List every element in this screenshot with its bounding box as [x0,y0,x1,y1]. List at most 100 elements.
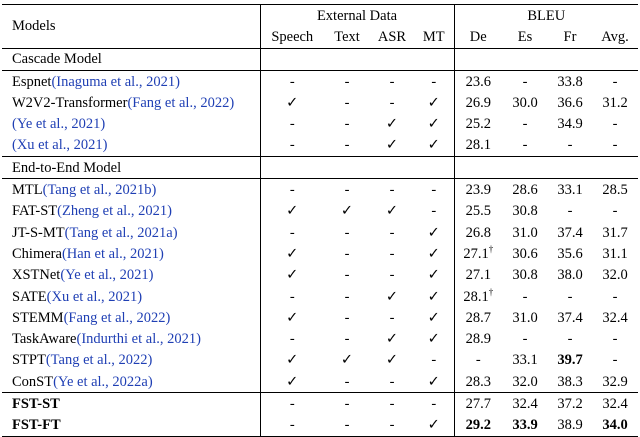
cell: - [289,116,295,133]
data-row: W2V2-Transformer(Fang et al., 2022) ✓ - - ✓ 2… [2,92,638,114]
citation: (Zheng et al., 2021) [57,203,172,220]
cell: - [567,331,573,348]
citation: (Tang et al., 2021a) [64,224,178,241]
citation: (Han et al., 2021) [61,245,164,262]
cell [260,47,324,71]
cell: 28.6 [502,178,548,201]
model-cell: Espnet(Inaguma et al., 2021) [2,69,261,93]
cell: - [389,267,395,284]
cell: - [344,224,350,241]
cell-value: 33.9 [512,417,538,434]
cell: 35.6 [557,245,583,262]
cell: 25.5 [465,203,491,220]
header-row: Models External Data BLEU [2,4,639,49]
citation: (Xu et al., 2021) [46,288,143,305]
cell: ✓ [340,203,354,220]
citation: (Indurthi et al., 2021) [76,331,201,348]
model-name: STEMM [12,309,64,326]
cell [414,156,455,179]
cell: - [567,288,573,305]
header-cell: Fr [563,28,577,45]
cell: - [344,373,350,390]
cell: ✓ [385,288,399,305]
cell: 38.0 [557,267,583,284]
cell: ✓ [385,116,399,133]
cell: ✓ [286,203,299,220]
cell: - [289,331,295,348]
cell: - [370,178,414,201]
header-cell: Text [334,28,360,45]
cell: - [389,224,395,241]
model-cell: Chimera(Han et al., 2021) [2,243,261,265]
cell: - [260,392,324,415]
cell: - [260,69,324,93]
cell: 32.4 [602,309,628,326]
cell: ✓ [414,134,455,157]
data-row: ConST(Ye et al., 2022a) ✓ - - ✓ 28.3 32.0 38.3 3… [2,371,638,393]
cell: - [289,137,295,154]
cell: - [344,331,350,348]
cell: 38.9 [548,414,592,437]
data-row: STEMM(Fang et al., 2022) ✓ - - ✓ 28.7 31.0 37.4… [2,307,638,329]
data-row: XSTNet(Ye et al., 2021) ✓ - - ✓ 27.1 30.8 38.0 3… [2,264,638,286]
cell [548,156,592,179]
cell: ✓ [414,92,455,114]
data-row: TaskAware(Indurthi et al., 2021) - - ✓ ✓ 28.9… [2,328,638,350]
cell: 34.9 [557,116,583,133]
cell: 37.4 [557,309,583,326]
cell: 27.1 [465,267,491,284]
data-row: JT-S-MT(Tang et al., 2021a) - - - ✓ 26.8 31.0 3… [2,221,638,244]
cell [324,47,370,71]
section-row: End-to-End Model [2,156,639,179]
cell: ✓ [286,352,299,369]
model-name: STPT [12,352,46,369]
model-cell: STPT(Tang et al., 2022) [2,349,261,372]
cell: - [389,94,395,111]
cell: - [612,352,618,369]
model-name: FST-ST [12,395,60,412]
cell: ✓ [414,371,455,393]
cell: - [612,116,618,133]
superscript: † [488,244,494,255]
data-row: Espnet(Inaguma et al., 2021) - - - -23.6-33.… [2,69,639,93]
model-cell: MTL(Tang et al., 2021b) [2,178,261,201]
header-group: External Data [260,4,455,27]
cell-value: 34.0 [602,417,628,434]
cell: ✓ [286,245,299,262]
cell: 30.8 [512,203,538,220]
data-row: Chimera(Han et al., 2021) ✓ - - ✓ 27.1† 30.6 35… [2,243,638,265]
cell [454,47,502,71]
citation: (Xu et al., 2021) [12,137,108,154]
cell: - [344,267,350,284]
cell-value: 39.7 [557,352,583,369]
model-cell: SATE(Xu et al., 2021) [2,285,261,308]
cell: - [370,392,414,415]
cell: 23.9 [454,178,502,201]
cell: ✓ [286,373,299,390]
citation: (Ye et al., 2022a) [53,373,153,390]
cell: 38.3 [557,373,583,390]
section-row: Cascade Model [2,47,639,71]
cell: - [344,309,350,326]
model-name: Espnet [12,73,52,90]
model-name: FAT-ST [12,203,58,220]
citation: (Ye et al., 2021) [60,267,154,284]
cell: 25.2 [465,116,491,133]
cell: - [414,392,455,415]
model-name: FST-FT [12,417,61,434]
cell [502,156,548,179]
header-cell: ASR [377,28,407,45]
cell: - [612,203,618,220]
cell: 32.0 [512,373,538,390]
cell [592,47,639,71]
cell: 27.1† [454,243,502,264]
model-name: JT-S-MT [12,224,65,241]
data-row: (Xu et al., 2021) - - ✓ ✓ 28.1 - - - [2,134,638,157]
citation: (Tang et al., 2022) [45,352,153,369]
citation: (Fang et al., 2022) [63,309,171,326]
data-row: FAT-ST(Zheng et al., 2021) ✓ ✓ ✓ -25.5 30.8- - [2,200,638,222]
cell: - [522,116,528,133]
model-cell: TaskAware(Indurthi et al., 2021) [2,328,261,350]
cell: 31.0 [512,224,538,241]
cell: 37.2 [548,392,592,415]
